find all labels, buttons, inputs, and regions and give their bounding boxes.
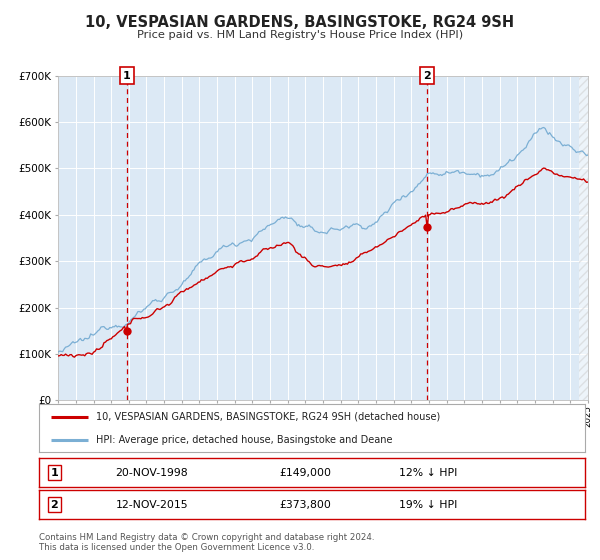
Text: 2: 2 [50, 500, 58, 510]
Text: £149,000: £149,000 [279, 468, 331, 478]
Text: 2: 2 [423, 71, 431, 81]
Text: 10, VESPASIAN GARDENS, BASINGSTOKE, RG24 9SH (detached house): 10, VESPASIAN GARDENS, BASINGSTOKE, RG24… [97, 412, 440, 422]
Bar [579, 76, 588, 400]
Text: This data is licensed under the Open Government Licence v3.0.: This data is licensed under the Open Gov… [39, 543, 314, 552]
Text: 1: 1 [50, 468, 58, 478]
Text: 12-NOV-2015: 12-NOV-2015 [115, 500, 188, 510]
Text: 19% ↓ HPI: 19% ↓ HPI [400, 500, 458, 510]
Text: 12% ↓ HPI: 12% ↓ HPI [400, 468, 458, 478]
Text: Price paid vs. HM Land Registry's House Price Index (HPI): Price paid vs. HM Land Registry's House … [137, 30, 463, 40]
Text: 1: 1 [123, 71, 131, 81]
Text: 20-NOV-1998: 20-NOV-1998 [115, 468, 188, 478]
Text: £373,800: £373,800 [279, 500, 331, 510]
Bar [579, 76, 588, 400]
Text: HPI: Average price, detached house, Basingstoke and Deane: HPI: Average price, detached house, Basi… [97, 435, 393, 445]
Text: Contains HM Land Registry data © Crown copyright and database right 2024.: Contains HM Land Registry data © Crown c… [39, 533, 374, 542]
Text: 10, VESPASIAN GARDENS, BASINGSTOKE, RG24 9SH: 10, VESPASIAN GARDENS, BASINGSTOKE, RG24… [85, 15, 515, 30]
